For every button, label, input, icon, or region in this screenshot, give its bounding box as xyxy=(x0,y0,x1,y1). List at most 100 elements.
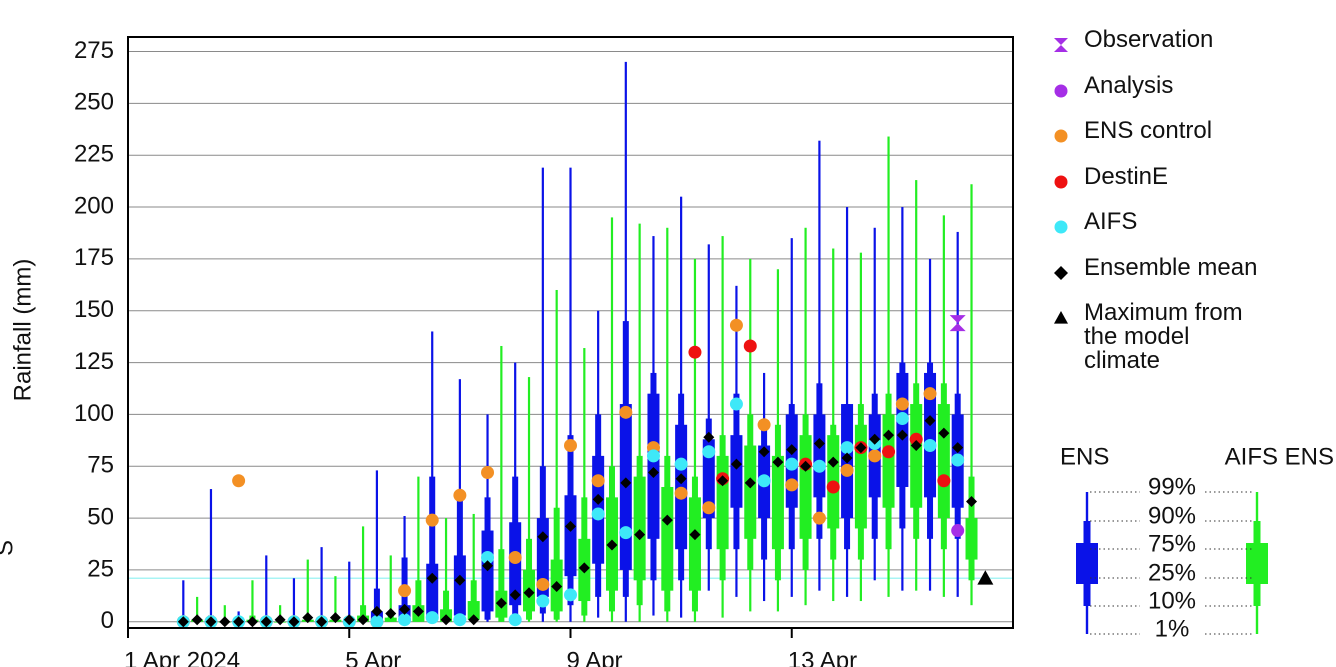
y-tick-label: 50 xyxy=(87,503,114,530)
marker xyxy=(564,588,577,602)
marker xyxy=(757,418,771,432)
legend-label: Analysis xyxy=(1084,71,1174,99)
whisker xyxy=(845,207,849,597)
marker xyxy=(509,589,521,601)
box-outer xyxy=(373,588,380,622)
marker xyxy=(425,513,439,527)
marker xyxy=(453,488,467,502)
box-inner xyxy=(730,435,743,508)
y-tick-label: 250 xyxy=(74,89,114,116)
marker xyxy=(646,449,660,463)
whisker xyxy=(361,526,365,622)
legend-symbol xyxy=(1054,175,1068,188)
legend: Observation Analysis ENS control DestinE AIF… xyxy=(1050,28,1264,373)
marker xyxy=(689,529,701,541)
marker xyxy=(232,474,246,488)
marker xyxy=(508,550,522,564)
marker xyxy=(205,616,217,628)
whisker xyxy=(541,167,544,622)
box-inner xyxy=(426,563,439,618)
whisker xyxy=(417,476,420,622)
legend-item: ENS control xyxy=(1050,119,1264,165)
whisker xyxy=(610,217,614,622)
marker xyxy=(786,444,798,456)
marker xyxy=(482,560,494,572)
whisker xyxy=(693,258,697,622)
marker xyxy=(440,614,452,626)
marker xyxy=(743,339,757,353)
marker xyxy=(882,445,896,459)
y-tick-label: 175 xyxy=(74,244,114,271)
marker xyxy=(523,587,535,599)
marker xyxy=(398,613,412,627)
marker xyxy=(371,605,383,617)
box-inner xyxy=(771,455,784,550)
whisker xyxy=(970,184,973,606)
marker xyxy=(757,474,771,488)
marker xyxy=(620,477,632,489)
box-inner xyxy=(467,601,480,620)
marker xyxy=(508,613,522,627)
y-tick-label: 125 xyxy=(74,348,114,375)
whisker xyxy=(444,518,448,622)
box-inner xyxy=(384,617,397,622)
key-label: 75% xyxy=(1148,530,1196,557)
whisker xyxy=(348,561,351,622)
box-inner xyxy=(716,455,729,550)
marker xyxy=(468,614,480,626)
box-inner xyxy=(661,486,674,591)
marker xyxy=(177,616,189,628)
box-outer xyxy=(498,549,505,622)
marker xyxy=(744,477,756,489)
whisker xyxy=(569,167,572,622)
box-inner xyxy=(647,393,660,539)
marker xyxy=(592,493,604,505)
box-inner xyxy=(633,476,646,581)
marker xyxy=(564,439,577,453)
marker xyxy=(896,429,908,441)
legend-symbol xyxy=(1054,220,1068,234)
marker xyxy=(883,429,895,441)
y-tick-label: 150 xyxy=(74,296,114,323)
whisker xyxy=(818,140,821,591)
x-tick-label: 9 Apr xyxy=(567,647,623,667)
whisker xyxy=(583,348,586,622)
whisker xyxy=(389,555,392,622)
key-label: 10% xyxy=(1148,587,1196,614)
whisker xyxy=(279,605,282,622)
marker xyxy=(343,614,355,626)
marker xyxy=(288,616,300,628)
box-inner xyxy=(965,518,978,560)
marker xyxy=(219,616,231,628)
marker xyxy=(951,453,965,467)
whisker xyxy=(292,578,296,622)
whisker xyxy=(832,248,835,602)
marker xyxy=(952,442,964,454)
legend-item: Analysis xyxy=(1050,71,1264,120)
box-inner xyxy=(937,404,950,519)
marker xyxy=(1054,220,1068,234)
marker xyxy=(785,478,799,492)
y-tick-label: 225 xyxy=(74,141,114,168)
marker xyxy=(703,431,715,443)
whisker xyxy=(223,605,226,622)
marker xyxy=(1054,311,1068,324)
marker xyxy=(949,315,966,332)
marker xyxy=(481,550,495,564)
marker xyxy=(895,412,909,426)
marker xyxy=(385,607,397,619)
whisker xyxy=(472,513,475,622)
y-tick-label: 200 xyxy=(74,192,114,219)
key-box-inner xyxy=(1076,543,1098,584)
marker xyxy=(730,458,742,470)
marker xyxy=(425,611,439,625)
marker xyxy=(537,531,549,543)
key-box-inner xyxy=(1246,543,1268,584)
marker xyxy=(1054,38,1068,52)
marker xyxy=(647,466,659,478)
x-tick-label: 1 Apr 2024 xyxy=(124,647,240,667)
marker xyxy=(191,614,203,626)
box-inner xyxy=(564,495,577,577)
marker xyxy=(895,397,909,411)
